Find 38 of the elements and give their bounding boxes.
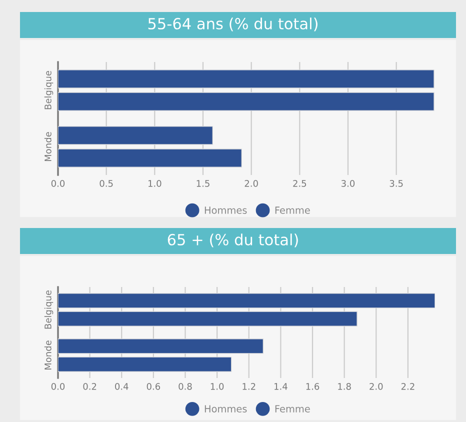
x-tick-label: 0.5 (100, 180, 113, 187)
x-tick-label: 1.6 (306, 383, 320, 390)
x-tick-label: 1.0 (148, 180, 162, 187)
x-tick-label: 2.0 (244, 180, 258, 187)
x-tick-label: 0.4 (115, 383, 128, 390)
bar (58, 311, 358, 326)
x-tick-label: 1.5 (196, 180, 210, 187)
legend-label: Femme (275, 405, 310, 412)
bar (58, 148, 242, 168)
bar (58, 126, 214, 145)
legend-label: Femme (275, 206, 310, 214)
y-tick-label: Monde (44, 132, 52, 162)
chart-title: 65 + (% du total) (168, 234, 298, 248)
y-tick-label: Belgique (44, 290, 54, 329)
x-tick-label: 3.0 (342, 180, 355, 187)
x-tick-label: 1.4 (274, 383, 288, 390)
bar (58, 293, 435, 308)
y-tick-label: Belgique (44, 70, 54, 110)
x-tick-label: 0.0 (51, 180, 65, 187)
x-tick-label: 1.8 (338, 383, 351, 390)
x-tick-label: 1.0 (210, 383, 224, 390)
x-tick-label: 0.2 (83, 383, 96, 390)
x-tick-label: 2.5 (293, 180, 306, 187)
bar (58, 356, 232, 372)
bar (58, 92, 434, 111)
legend-label: Hommes (204, 206, 247, 214)
x-tick-label: 2.0 (370, 383, 383, 390)
x-tick-label: 0.0 (51, 383, 65, 390)
bar (58, 338, 264, 354)
legend-label: Hommes (204, 405, 247, 412)
y-tick-label: Monde (44, 340, 52, 370)
x-tick-label: 2.2 (401, 383, 414, 390)
x-tick-label: 3.5 (390, 180, 403, 187)
x-tick-label: 1.2 (242, 383, 256, 390)
x-tick-label: 0.8 (178, 383, 192, 390)
bar (58, 70, 434, 88)
x-tick-label: 0.6 (146, 383, 160, 390)
chart-title: 55-64 ans (% du total) (148, 18, 318, 32)
